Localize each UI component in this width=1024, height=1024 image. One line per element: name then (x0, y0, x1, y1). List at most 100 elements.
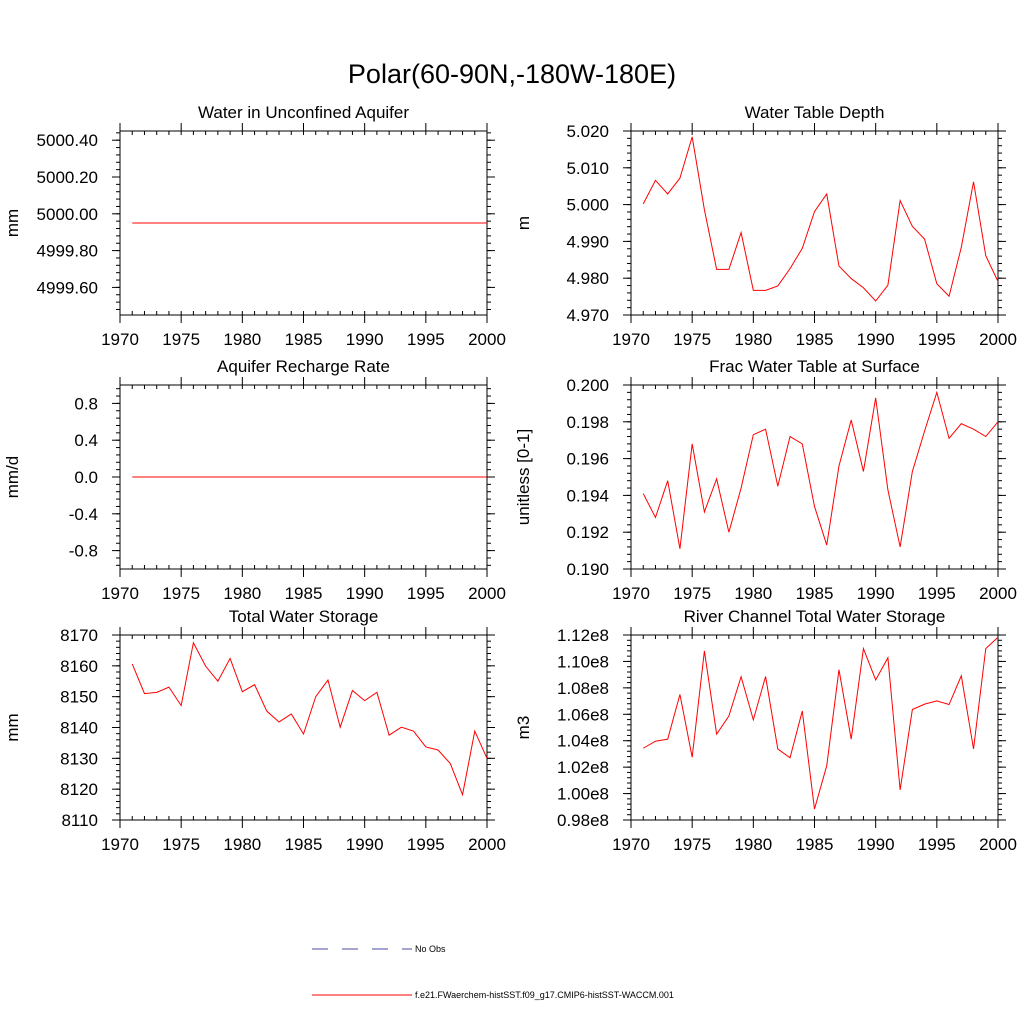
x-tick-label: 1975 (162, 330, 200, 349)
y-tick-label: 4.970 (566, 306, 609, 325)
y-tick-label: 5.000 (566, 196, 609, 215)
series-line (642, 636, 999, 810)
y-axis-label: mm (3, 713, 22, 741)
y-tick-label: 0.190 (566, 560, 609, 579)
y-axis-label: m3 (514, 716, 533, 740)
series-line (131, 641, 488, 797)
y-tick-label: 4.990 (566, 232, 609, 251)
y-tick-label: 0.4 (74, 431, 98, 450)
x-tick-label: 1975 (162, 835, 200, 854)
x-tick-label: 1980 (734, 330, 772, 349)
y-axis-label: unitless [0-1] (514, 429, 533, 525)
x-tick-label: 2000 (979, 584, 1017, 603)
y-tick-label: 1.00e8 (557, 785, 609, 804)
x-tick-label: 1975 (162, 584, 200, 603)
x-tick-label: 1995 (918, 584, 956, 603)
y-tick-label: 8120 (60, 780, 98, 799)
plot-frame (630, 384, 999, 570)
y-tick-label: 4999.80 (37, 242, 98, 261)
y-tick-label: 8160 (60, 657, 98, 676)
panel-title: Total Water Storage (229, 607, 379, 626)
y-tick-label: 1.04e8 (557, 732, 609, 751)
legend-obs-label: No Obs (415, 944, 446, 954)
x-tick-label: 1990 (346, 584, 384, 603)
plot-frame (119, 634, 488, 821)
y-axis-label: mm/d (3, 456, 22, 499)
y-tick-label: 4999.60 (37, 278, 98, 297)
y-tick-label: 1.06e8 (557, 705, 609, 724)
y-tick-label: 0.98e8 (557, 811, 609, 830)
x-tick-label: 1990 (346, 835, 384, 854)
x-tick-label: 1985 (285, 330, 323, 349)
x-tick-label: 1995 (407, 835, 445, 854)
y-tick-label: -0.4 (69, 505, 98, 524)
y-tick-label: 8130 (60, 749, 98, 768)
series-line (642, 136, 999, 302)
x-tick-label: 1985 (796, 330, 834, 349)
y-tick-label: 0.192 (566, 523, 609, 542)
x-tick-label: 1980 (223, 584, 261, 603)
x-tick-label: 1985 (285, 835, 323, 854)
x-tick-label: 1975 (673, 584, 711, 603)
panel-title: Water in Unconfined Aquifer (198, 103, 409, 122)
y-tick-label: 1.10e8 (557, 652, 609, 671)
x-tick-label: 2000 (468, 835, 506, 854)
y-tick-label: 5000.40 (37, 131, 98, 150)
y-tick-label: 0.200 (566, 376, 609, 395)
x-tick-label: 1985 (285, 584, 323, 603)
x-tick-label: 1985 (796, 584, 834, 603)
panel-title: Frac Water Table at Surface (709, 357, 920, 376)
panel-total-water-storage: Total Water Storage mm 1970 1975 1980 1985 199… (3, 607, 506, 854)
x-tick-label: 1980 (223, 835, 261, 854)
x-tick-label: 1990 (857, 330, 895, 349)
x-tick-label: 1970 (101, 330, 139, 349)
x-tick-label: 1975 (673, 835, 711, 854)
x-tick-label: 1980 (734, 584, 772, 603)
y-tick-label: 0.8 (74, 394, 98, 413)
x-tick-label: 1975 (673, 330, 711, 349)
x-tick-label: 1995 (407, 584, 445, 603)
panel-title: Aquifer Recharge Rate (217, 357, 390, 376)
y-tick-label: 0.198 (566, 413, 609, 432)
panel-river-channel-total-water-storage: River Channel Total Water Storage m3 1970 1… (514, 607, 1017, 854)
x-tick-label: 1970 (612, 584, 650, 603)
y-tick-label: 8170 (60, 626, 98, 645)
legend-model-label: f.e21.FWaerchem-histSST.f09_g17.CMIP6-hi… (415, 990, 674, 1000)
panel-frac-water-table-at-surface: Frac Water Table at Surface unitless [0-1… (514, 357, 1017, 603)
y-axis-label: m (514, 216, 533, 230)
x-tick-label: 1990 (857, 835, 895, 854)
figure-title: Polar(60-90N,-180W-180E) (348, 59, 676, 89)
x-tick-label: 1990 (857, 584, 895, 603)
x-tick-label: 1995 (918, 330, 956, 349)
panel-water-in-unconfined-aquifer: Water in Unconfined Aquifer mm 1970 1975 198… (3, 103, 506, 349)
y-tick-label: 8110 (61, 811, 98, 830)
y-tick-label: 1.12e8 (557, 626, 609, 645)
y-tick-label: 5000.00 (37, 205, 98, 224)
y-tick-label: 5.020 (566, 122, 609, 141)
x-tick-label: 1980 (734, 835, 772, 854)
x-tick-label: 2000 (468, 584, 506, 603)
x-tick-label: 1980 (223, 330, 261, 349)
panel-title: Water Table Depth (745, 103, 885, 122)
x-tick-label: 1995 (918, 835, 956, 854)
y-tick-label: 8150 (60, 688, 98, 707)
x-tick-label: 1995 (407, 330, 445, 349)
x-tick-label: 2000 (979, 835, 1017, 854)
series-line (642, 390, 999, 549)
x-tick-label: 2000 (979, 330, 1017, 349)
x-tick-label: 1985 (796, 835, 834, 854)
y-tick-label: 1.02e8 (557, 758, 609, 777)
y-tick-label: -0.8 (69, 542, 98, 561)
x-tick-label: 1970 (612, 330, 650, 349)
x-tick-label: 1990 (346, 330, 384, 349)
y-tick-label: 0.196 (566, 450, 609, 469)
y-tick-label: 8140 (60, 719, 98, 738)
x-tick-label: 2000 (468, 330, 506, 349)
panel-title: River Channel Total Water Storage (684, 607, 946, 626)
y-tick-label: 0.194 (566, 486, 609, 505)
y-tick-label: 5.010 (566, 159, 609, 178)
panel-water-table-depth: Water Table Depth m 1970 1975 1980 1985 1990 19… (514, 103, 1017, 349)
x-tick-label: 1970 (101, 584, 139, 603)
y-tick-label: 4.980 (566, 269, 609, 288)
